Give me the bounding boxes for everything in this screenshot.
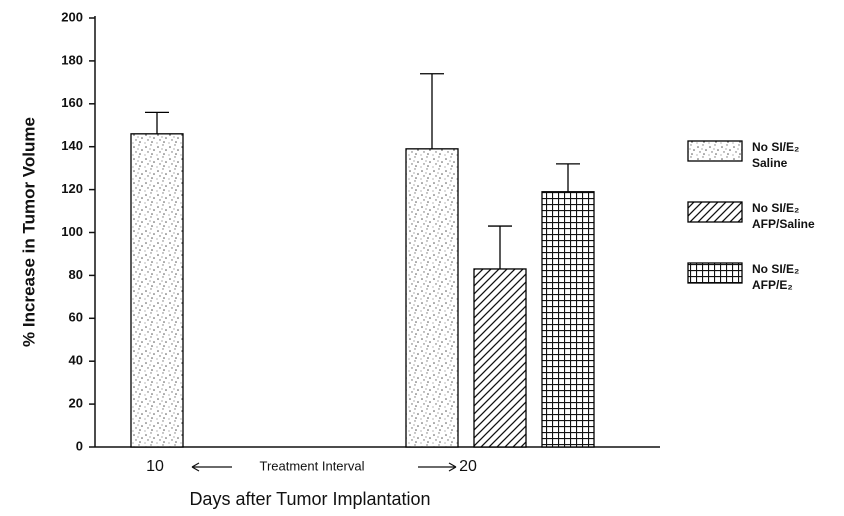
y-tick-label: 120	[61, 181, 83, 196]
y-tick-label: 20	[69, 396, 83, 411]
y-tick-label: 0	[76, 438, 83, 453]
y-axis-label: % Increase in Tumor Volume	[19, 117, 38, 347]
legend-label: No SI/E₂ AFP/E₂	[752, 262, 800, 292]
y-tick-label: 100	[61, 224, 83, 239]
legend-swatch	[687, 262, 743, 284]
bar	[130, 133, 184, 448]
y-tick-label: 80	[69, 267, 83, 282]
y-tick-label: 160	[61, 95, 83, 110]
x-tick-label: 20	[459, 458, 477, 475]
y-tick-label: 140	[61, 138, 83, 153]
bar	[405, 148, 459, 448]
x-tick-label: 10	[146, 458, 164, 475]
bar	[541, 191, 595, 448]
annotation: Treatment Interval	[259, 458, 364, 473]
y-tick-label: 40	[69, 353, 83, 368]
legend-label: No SI/E₂ Saline	[752, 140, 800, 170]
y-tick-label: 180	[61, 52, 83, 67]
y-tick-label: 200	[61, 9, 83, 24]
arrows	[191, 462, 457, 472]
y-tick-label: 60	[69, 310, 83, 325]
bar	[473, 268, 527, 448]
legend-swatch	[687, 140, 743, 162]
legend-swatch	[687, 201, 743, 223]
legend-label: No SI/E₂ AFP/Saline	[752, 201, 815, 231]
x-axis-label: Days after Tumor Implantation	[189, 489, 430, 509]
